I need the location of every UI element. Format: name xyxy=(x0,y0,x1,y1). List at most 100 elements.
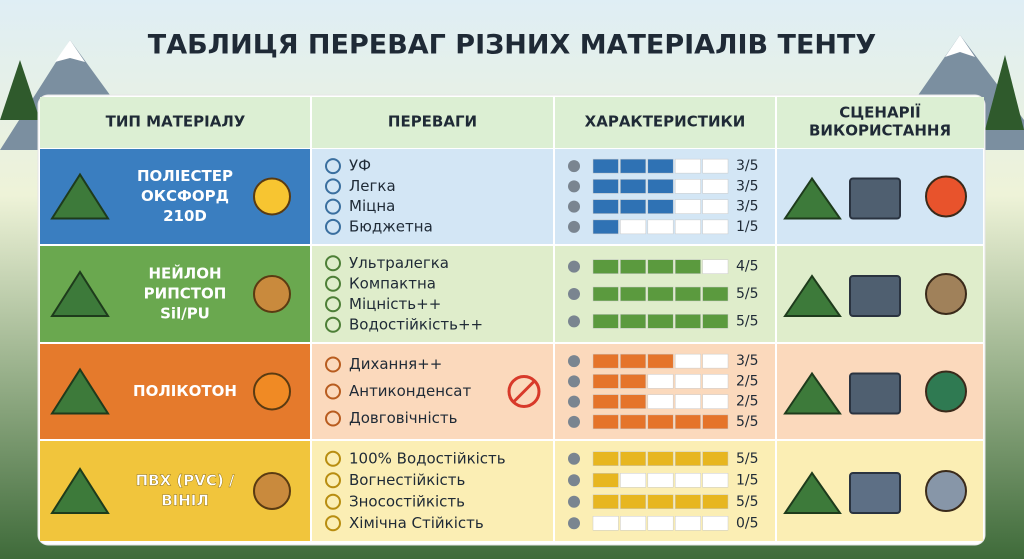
advantage-text: Водостійкість++ xyxy=(349,315,483,333)
side-icon xyxy=(253,177,291,216)
rating-segment xyxy=(592,158,619,174)
rating-segment xyxy=(620,286,647,302)
rating-segment xyxy=(592,353,619,369)
rating-segment xyxy=(674,473,701,488)
advantage-text: Хімічна Стійкість xyxy=(349,514,484,532)
rating-bar xyxy=(592,516,729,531)
rating-segment xyxy=(674,314,701,329)
rating-segment xyxy=(647,199,674,214)
rating-segment xyxy=(620,219,647,235)
material-name: НЕЙЛОН xyxy=(148,264,221,283)
rating-label: 4/5 xyxy=(736,259,759,275)
tree xyxy=(0,60,40,120)
side-icon xyxy=(253,372,291,411)
rating-icon xyxy=(568,452,580,465)
rating-segment xyxy=(620,179,647,194)
advantage-icon xyxy=(325,493,341,510)
advantage-icon xyxy=(325,356,341,373)
advantage-icon xyxy=(325,198,341,215)
advantage-icon xyxy=(325,450,341,467)
rating-segment xyxy=(702,451,729,466)
snow xyxy=(55,40,85,62)
rating-segment xyxy=(647,158,674,174)
rating-bar xyxy=(592,414,729,430)
rating-segment xyxy=(702,494,729,509)
material-name: ВІНІЛ xyxy=(161,492,209,510)
scenario-icon xyxy=(849,372,901,415)
rating-segment xyxy=(674,451,701,466)
rating-segment xyxy=(647,516,674,531)
rating-segment xyxy=(647,374,674,389)
rating-icon xyxy=(568,200,580,213)
rating-label: 1/5 xyxy=(736,219,759,235)
tent-icon xyxy=(50,467,110,514)
rating-icon xyxy=(568,395,580,408)
rating-segment xyxy=(620,494,647,509)
rating-icon xyxy=(568,375,580,388)
rating-segment xyxy=(647,451,674,466)
rating-segment xyxy=(620,414,647,430)
rating-segment xyxy=(674,374,701,389)
rating-bar xyxy=(592,259,729,274)
rating-label: 3/5 xyxy=(736,178,759,194)
advantage-text: УФ xyxy=(349,157,371,175)
rating-segment xyxy=(702,353,729,369)
rating-segment xyxy=(620,259,647,274)
rating-segment xyxy=(592,259,619,274)
scenario-icon xyxy=(783,371,842,415)
rating-icon xyxy=(568,474,580,487)
rating-icon xyxy=(568,288,580,300)
advantage-text: Дихання++ xyxy=(349,355,442,373)
rating-segment xyxy=(674,516,701,531)
rating-segment xyxy=(620,158,647,174)
rating-segment xyxy=(592,179,619,194)
rating-segment xyxy=(620,314,647,329)
rating-icon xyxy=(568,517,580,530)
rating-segment xyxy=(620,451,647,466)
advantage-icon xyxy=(325,410,341,427)
advantage-text: Зносостійкість xyxy=(349,492,465,510)
row-cell xyxy=(312,246,553,342)
scenario-icon xyxy=(849,177,901,220)
rating-bar xyxy=(592,353,729,369)
rating-segment xyxy=(702,314,729,329)
rating-segment xyxy=(702,286,729,302)
scenario-icon xyxy=(849,275,901,317)
rating-segment xyxy=(592,394,619,409)
rating-segment xyxy=(647,219,674,235)
rating-segment xyxy=(702,259,729,274)
material-name: Sil/PU xyxy=(160,305,210,323)
rating-label: 2/5 xyxy=(736,394,759,410)
rating-segment xyxy=(620,394,647,409)
side-icon xyxy=(253,472,291,510)
rating-segment xyxy=(702,219,729,235)
scenario-icon xyxy=(925,470,967,512)
rating-segment xyxy=(592,516,619,531)
header-row xyxy=(40,97,984,148)
rating-segment xyxy=(620,473,647,488)
advantage-text: Антиконденсат xyxy=(349,382,471,400)
advantage-icon xyxy=(325,275,341,292)
material-name: ПОЛІЕСТЕР xyxy=(137,167,233,185)
rating-segment xyxy=(702,394,729,409)
header-label: ХАРАКТЕРИСТИКИ xyxy=(585,113,746,131)
material-name: ОКСФОРД xyxy=(141,187,229,205)
scenario-icon xyxy=(783,471,842,514)
rating-segment xyxy=(674,259,701,274)
tent-icon xyxy=(50,172,110,220)
rating-segment xyxy=(647,494,674,509)
rating-bar xyxy=(592,374,729,389)
rating-segment xyxy=(620,353,647,369)
rating-label: 5/5 xyxy=(736,313,759,329)
rating-bar xyxy=(592,451,729,466)
advantage-icon xyxy=(325,296,341,313)
side-icon xyxy=(253,275,291,313)
rating-segment xyxy=(592,286,619,302)
scenario-icon xyxy=(925,273,967,315)
rating-segment xyxy=(702,516,729,531)
rating-segment xyxy=(674,494,701,509)
rating-segment xyxy=(620,199,647,214)
rating-segment xyxy=(620,374,647,389)
no-condensation-slash xyxy=(511,379,537,404)
